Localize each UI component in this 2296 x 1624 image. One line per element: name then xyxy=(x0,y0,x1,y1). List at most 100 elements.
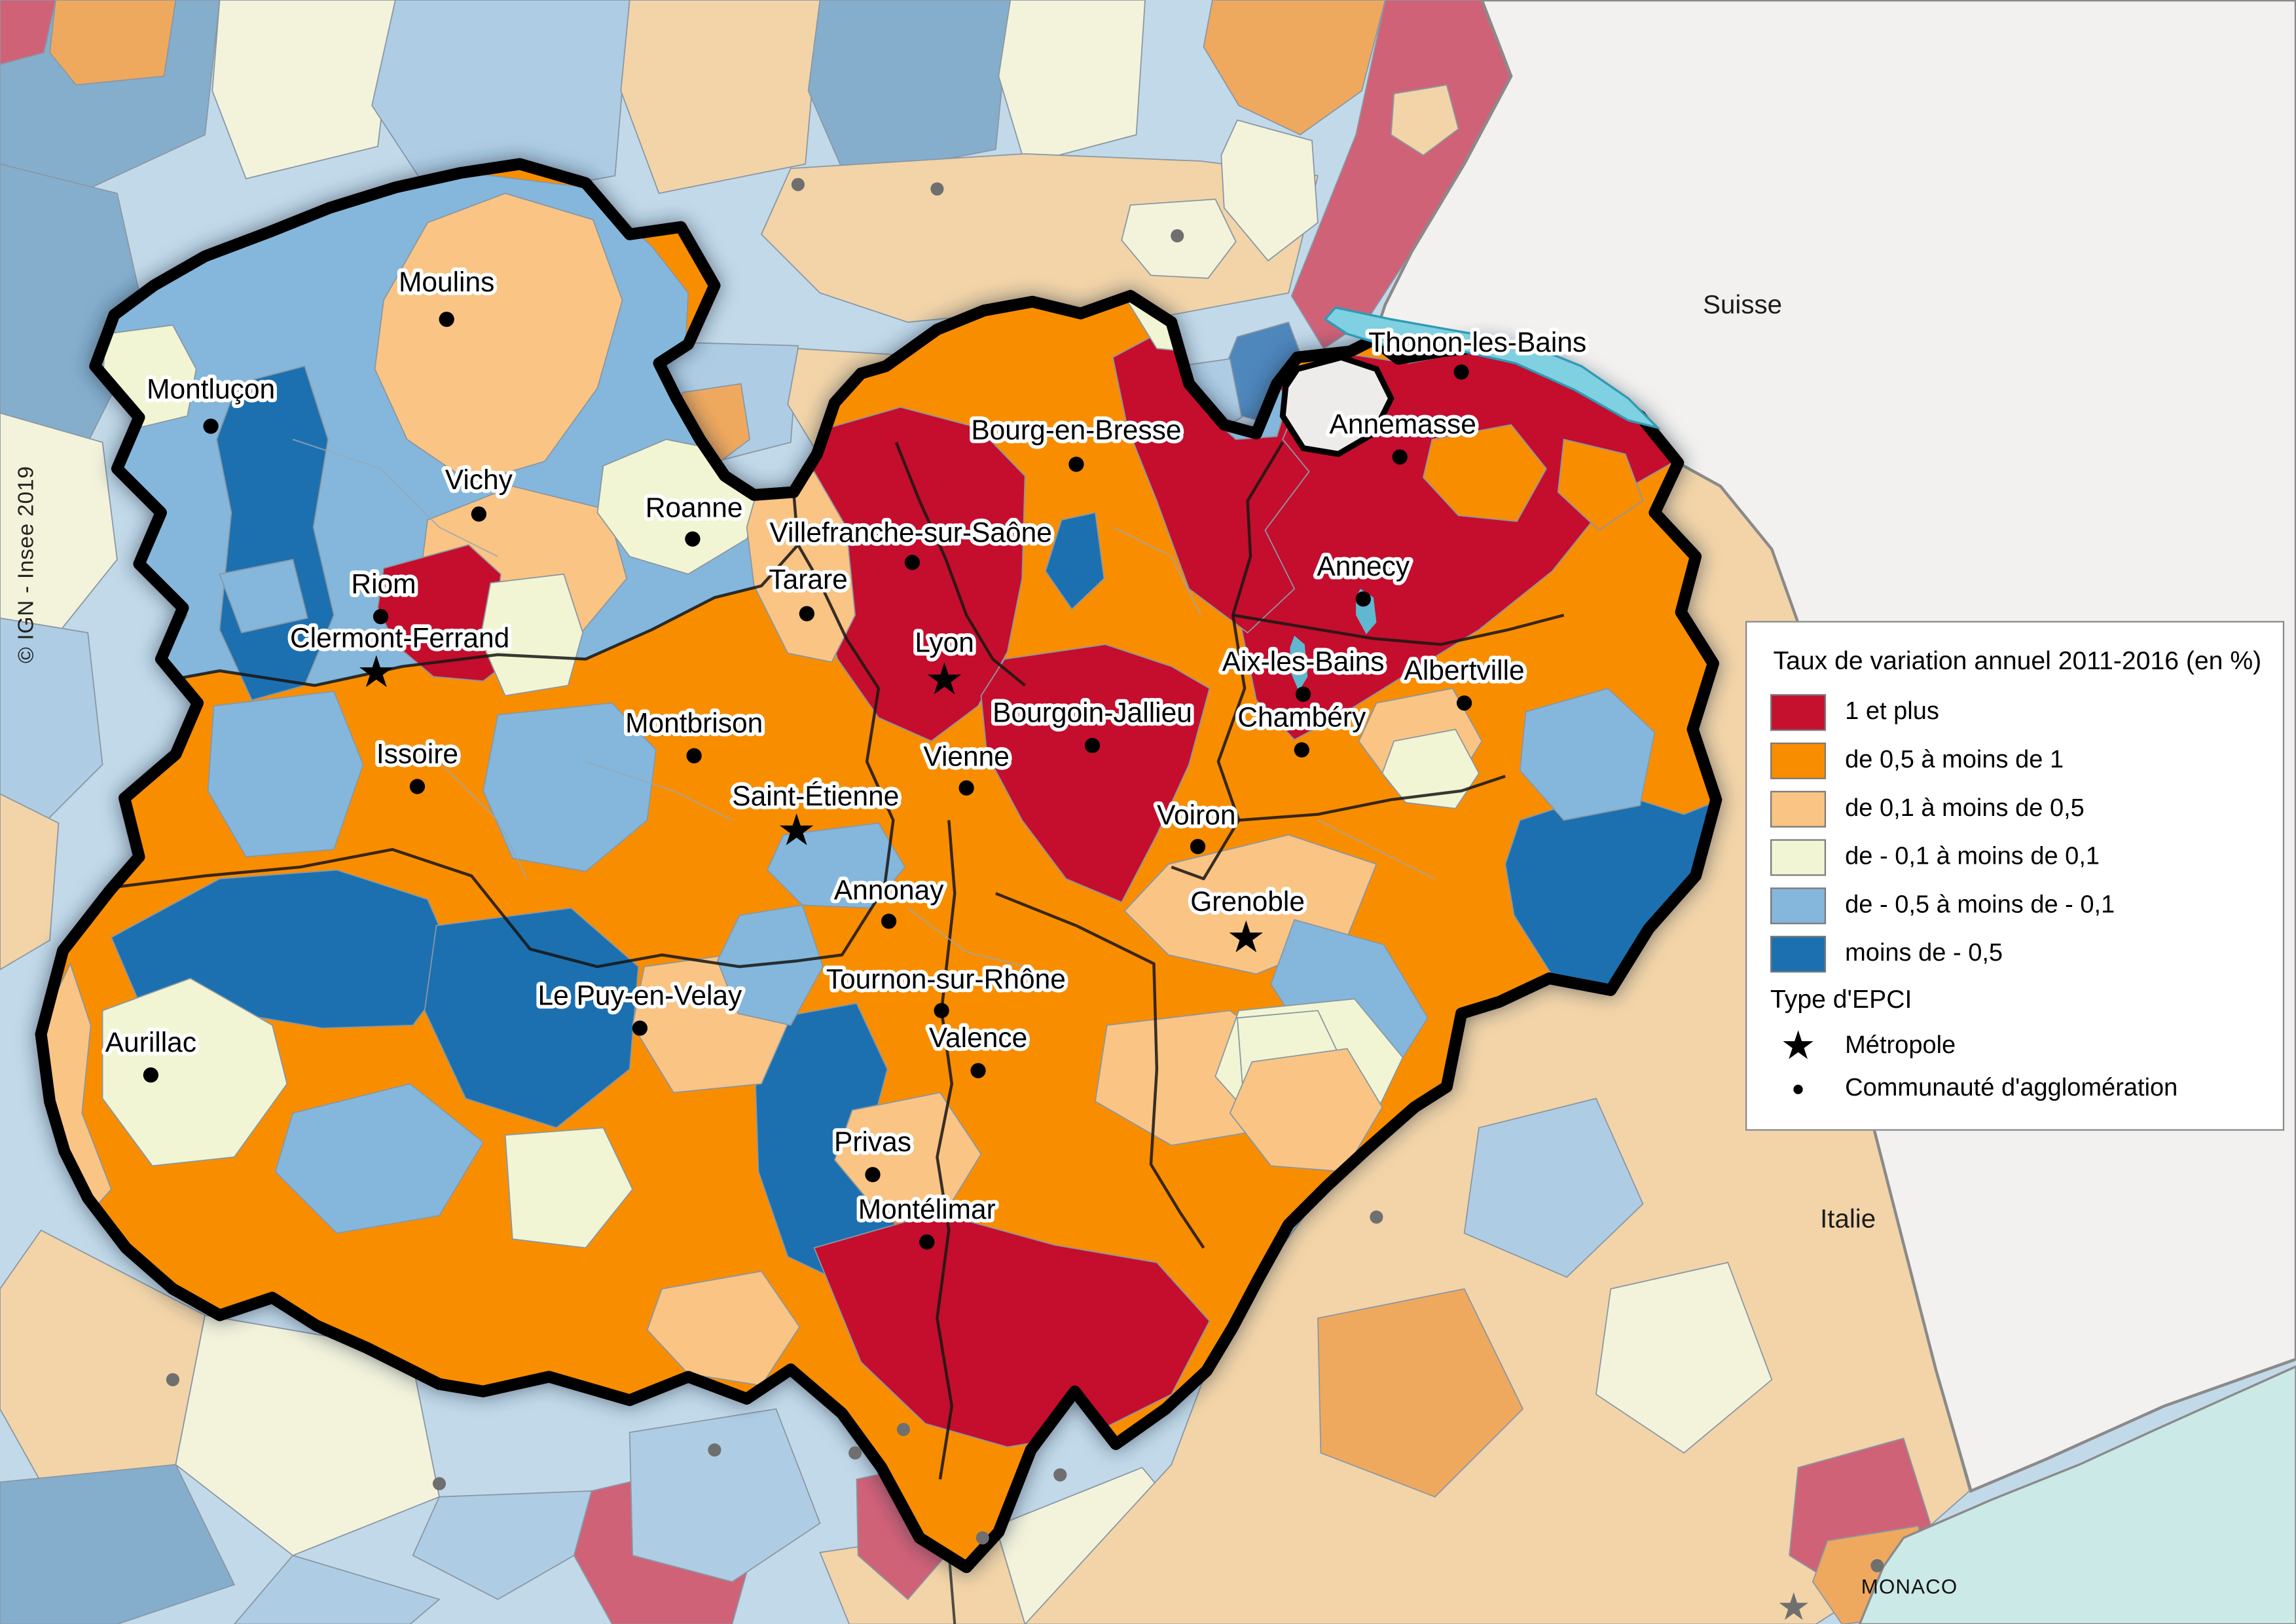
legend-epci-row-star: ★ Métropole xyxy=(1770,1026,2259,1066)
legend-class-label: de 0,5 à moins de 1 xyxy=(1845,745,2064,774)
legend-class-label: moins de - 0,5 xyxy=(1845,939,2003,967)
metropole-star-icon: ★ xyxy=(1226,913,1266,962)
legend-epci-label: Communauté d'agglomération xyxy=(1845,1073,2178,1101)
city-label: Privas xyxy=(834,1127,911,1158)
city-label: Valence xyxy=(929,1023,1027,1054)
outside-agglomeration-dot-icon xyxy=(166,1373,179,1386)
city-label: Lyon xyxy=(915,627,974,658)
agglomeration-dot-icon xyxy=(439,311,454,327)
agglomeration-dot-icon xyxy=(143,1067,159,1083)
legend-epci-label: Métropole xyxy=(1845,1031,1956,1060)
city-albertville: Albertville xyxy=(1400,652,1528,711)
agglomeration-dot-icon xyxy=(1456,695,1472,711)
lake-bourget xyxy=(1290,635,1308,692)
city-label: Issoire xyxy=(376,739,458,769)
city-label: Montbrison xyxy=(625,708,763,739)
city-montelimar: Montélimar xyxy=(854,1190,999,1250)
outside-agglomeration-dot-icon xyxy=(1370,1210,1383,1224)
agglomeration-dot-icon xyxy=(799,606,815,621)
city-label: Albertville xyxy=(1404,655,1525,686)
city-label: Annecy xyxy=(1317,551,1410,582)
outside-agglomeration-dot-icon xyxy=(1870,1559,1884,1573)
outside-agglomeration-dot-icon xyxy=(791,177,805,191)
city-annecy: Annecy xyxy=(1313,547,1413,607)
city-annonay: Annonay xyxy=(830,872,948,929)
city-voiron: Voiron xyxy=(1153,797,1239,855)
agglomeration-dot-icon xyxy=(1453,364,1469,380)
metropole-star-icon: ★ xyxy=(777,806,816,855)
metropole-star-icon: ★ xyxy=(925,655,964,704)
city-vienne: Vienne xyxy=(920,738,1013,796)
metropole-star-icon: ★ xyxy=(357,648,396,697)
outside-agglomeration-dot-icon xyxy=(848,1446,862,1460)
agglomeration-dot-icon xyxy=(1068,456,1084,472)
city-label: Saint-Étienne xyxy=(732,781,899,812)
agglomeration-dot-icon xyxy=(373,608,389,625)
city-roanne: Roanne xyxy=(642,489,746,547)
outside-agglomeration-dot-icon xyxy=(1053,1468,1067,1482)
legend-epci-row-dot: ● Communauté d'agglomération xyxy=(1770,1073,2259,1103)
legend-swatch xyxy=(1770,839,1827,876)
city-label: Aurillac xyxy=(105,1027,196,1058)
city-bourg-en-bresse: Bourg-en-Bresse xyxy=(968,411,1185,472)
city-label: Moulins xyxy=(399,267,494,298)
outside-markers: ★ xyxy=(166,177,1884,1624)
agglomeration-dot-icon xyxy=(958,780,974,796)
outside-agglomeration-dot-icon xyxy=(432,1477,446,1490)
city-label: Chambéry xyxy=(1237,702,1366,733)
legend-class-row-4: de - 0,5 à moins de - 0,1 xyxy=(1770,887,2259,925)
outside-metropole-star-icon: ★ xyxy=(1777,1586,1811,1624)
city-grenoble: ★Grenoble xyxy=(1187,883,1309,962)
country-labels: Suisse Italie MONACO xyxy=(1703,290,1958,1598)
outside-agglomeration-dot-icon xyxy=(975,1531,989,1545)
city-aix-les-bains: Aix-les-Bains xyxy=(1218,643,1388,702)
agglomeration-dot-icon xyxy=(934,1003,949,1018)
city-le-puy-en-velay: Le Puy-en-Velay xyxy=(534,977,746,1036)
city-label: Clermont-Ferrand xyxy=(290,623,509,654)
region-epci-patches xyxy=(41,172,1715,1480)
agglomeration-dot-icon xyxy=(1355,591,1371,607)
legend-class-row-0: 1 et plus xyxy=(1770,694,2259,731)
city-clermont-ferrand: ★Clermont-Ferrand xyxy=(286,619,513,697)
agglomeration-dot-icon xyxy=(471,506,487,522)
city-label: Villefranche-sur-Saône xyxy=(769,518,1051,549)
outside-agglomeration-dot-icon xyxy=(930,182,944,196)
agglomeration-dot-icon xyxy=(203,418,219,434)
legend-epci-title: Type d'EPCI xyxy=(1770,984,1912,1014)
country-label-italie: Italie xyxy=(1820,1204,1876,1233)
city-label: Le Puy-en-Velay xyxy=(538,980,743,1011)
city-label: Montluçon xyxy=(147,374,275,405)
legend: Taux de variation annuel 2011-2016 (en %… xyxy=(1745,621,2285,1130)
legend-class-row-2: de 0,1 à moins de 0,5 xyxy=(1770,790,2259,828)
city-tarare: Tarare xyxy=(765,561,851,621)
city-vichy: Vichy xyxy=(441,461,517,522)
city-label: Tournon-sur-Rhône xyxy=(826,965,1066,995)
city-villefranche-sur-saone: Villefranche-sur-Saône xyxy=(766,514,1055,570)
city-label: Thonon-les-Bains xyxy=(1368,327,1586,358)
city-label: Voiron xyxy=(1157,800,1235,831)
city-label: Bourgoin-Jallieu xyxy=(993,698,1192,729)
city-tournon-sur-rhone: Tournon-sur-Rhône xyxy=(822,961,1069,1018)
agglomeration-dot-icon xyxy=(1084,737,1101,754)
country-label-monaco: MONACO xyxy=(1861,1575,1958,1598)
city-labels: MoulinsMontluçonVichyRoanneRiom★Clermont… xyxy=(101,263,1590,1250)
agglomeration-dot-icon xyxy=(632,1020,648,1036)
legend-class-row-5: moins de - 0,5 xyxy=(1770,936,2259,973)
city-montlucon: Montluçon xyxy=(143,371,279,434)
agglomeration-dot-icon xyxy=(686,748,702,764)
city-label: Annonay xyxy=(834,875,944,906)
city-chambery: Chambéry xyxy=(1234,699,1370,758)
legend-swatch xyxy=(1770,742,1827,779)
legend-swatch xyxy=(1770,887,1827,925)
city-montbrison: Montbrison xyxy=(621,705,767,764)
city-label: Riom xyxy=(351,569,416,600)
city-thonon-les-bains: Thonon-les-Bains xyxy=(1365,323,1590,380)
city-bourgoin-jallieu: Bourgoin-Jallieu xyxy=(989,694,1195,754)
legend-class-label: de - 0,5 à moins de - 0,1 xyxy=(1845,891,2115,919)
agglomeration-dot-icon xyxy=(904,555,920,570)
outside-agglomeration-dot-icon xyxy=(896,1422,911,1436)
legend-swatch xyxy=(1770,936,1827,973)
legend-class-label: 1 et plus xyxy=(1845,697,1939,726)
outside-communes xyxy=(0,0,1971,1624)
